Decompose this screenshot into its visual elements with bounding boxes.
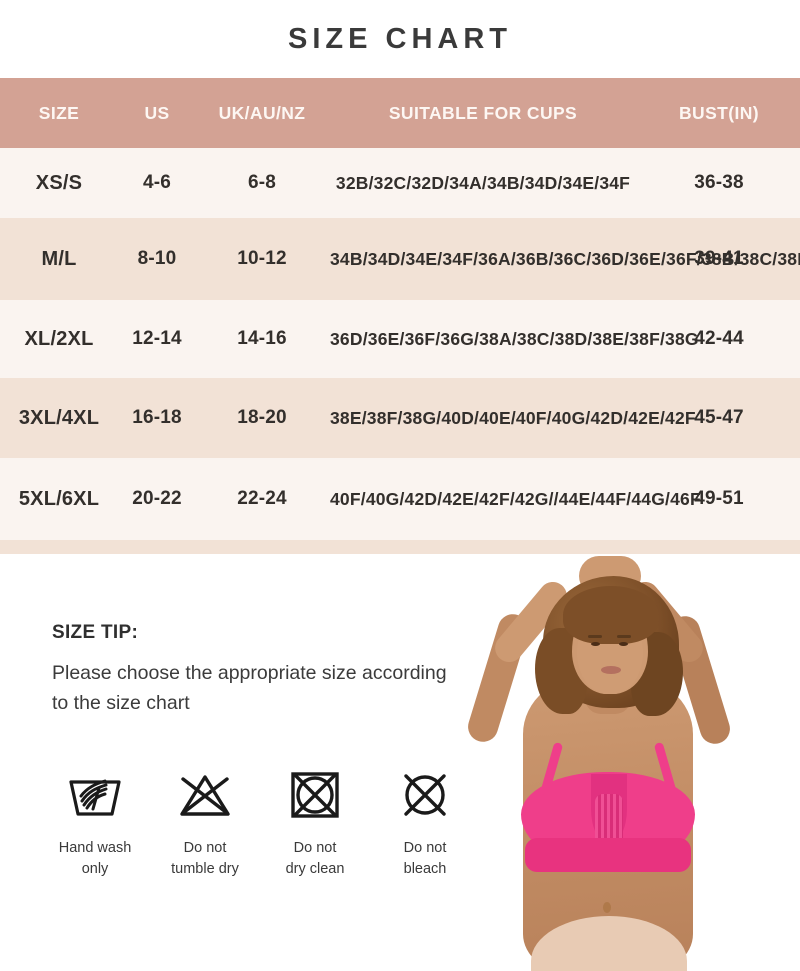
table-row: 5XL/6XL 20-22 22-24 40F/40G/42D/42E/42F/… — [0, 458, 800, 540]
hand-wash-icon — [65, 764, 125, 826]
model-right-brow — [617, 635, 631, 638]
table-header: SIZE US UK/AU/NZ SUITABLE FOR CUPS BUST(… — [0, 78, 800, 148]
cell-bust: 36-38 — [638, 148, 800, 218]
cell-bust: 42-44 — [638, 300, 800, 378]
table-footer-strip — [0, 540, 800, 554]
cell-size: 3XL/4XL — [0, 378, 118, 458]
size-tip-block: SIZE TIP: Please choose the appropriate … — [52, 622, 452, 718]
column-header-bust: BUST(IN) — [638, 78, 800, 148]
no-tumble-dry-icon — [176, 764, 234, 826]
size-tip-text: Please choose the appropriate size accor… — [52, 662, 447, 715]
model-left-brow — [588, 635, 602, 638]
table-row: M/L 8-10 10-12 34B/34D/34E/34F/36A/36B/3… — [0, 218, 800, 300]
cell-bust: 45-47 — [638, 378, 800, 458]
care-item-no-dry-clean: Do not dry clean — [260, 764, 370, 880]
column-header-cups: SUITABLE FOR CUPS — [328, 78, 638, 148]
cell-us: 4-6 — [118, 148, 196, 218]
care-label: Do not dry clean — [285, 840, 345, 878]
care-item-no-bleach: Do not bleach — [370, 764, 480, 880]
cell-uk: 10-12 — [196, 218, 328, 300]
no-bleach-icon — [398, 764, 452, 826]
cell-uk: 22-24 — [196, 458, 328, 540]
size-tip-heading: SIZE TIP: — [52, 622, 139, 643]
cell-cups: 36D/36E/36F/36G/38A/38C/38D/38E/38F/38G — [328, 300, 699, 378]
model-right-eye — [619, 642, 628, 646]
column-header-uk-au-nz: UK/AU/NZ — [196, 78, 328, 148]
column-header-size: SIZE — [0, 78, 118, 148]
cell-cups: 38E/38F/38G/40D/40E/40F/40G/42D/42E/42F — [328, 378, 696, 458]
model-left-eye — [591, 642, 600, 646]
model-hair-front — [563, 586, 659, 644]
cell-size: XS/S — [0, 148, 118, 218]
cell-size: XL/2XL — [0, 300, 118, 378]
cell-uk: 14-16 — [196, 300, 328, 378]
cell-size: M/L — [0, 218, 118, 300]
cell-size: 5XL/6XL — [0, 458, 118, 540]
model-product-photo — [435, 546, 800, 971]
lower-section: SIZE TIP: Please choose the appropriate … — [0, 554, 800, 971]
cell-us: 20-22 — [118, 458, 196, 540]
table-body: XS/S 4-6 6-8 32B/32C/32D/34A/34B/34D/34E… — [0, 148, 800, 540]
page-title: SIZE CHART — [288, 22, 512, 55]
table-row: XL/2XL 12-14 14-16 36D/36E/36F/36G/38A/3… — [0, 300, 800, 378]
table-row: XS/S 4-6 6-8 32B/32C/32D/34A/34B/34D/34E… — [0, 148, 800, 218]
cell-bust: 49-51 — [638, 458, 800, 540]
table-row: 3XL/4XL 16-18 18-20 38E/38F/38G/40D/40E/… — [0, 378, 800, 458]
care-label: Do not bleach — [403, 840, 447, 878]
care-label: Do not tumble dry — [171, 840, 239, 878]
cell-us: 8-10 — [118, 218, 196, 300]
title-bar: SIZE CHART — [0, 0, 800, 78]
cell-cups: 34B/34D/34E/34F/36A/36B/36C/36D/36E/36F/… — [328, 218, 800, 300]
cell-bust: 39-41 — [638, 218, 800, 300]
table-header-row: SIZE US UK/AU/NZ SUITABLE FOR CUPS BUST(… — [0, 78, 800, 148]
care-item-no-tumble-dry: Do not tumble dry — [150, 764, 260, 880]
care-label: Hand wash only — [58, 840, 132, 878]
cell-uk: 6-8 — [196, 148, 328, 218]
column-header-us: US — [118, 78, 196, 148]
cell-cups: 40F/40G/42D/42E/42F/42G//44E/44F/44G/46F — [328, 458, 701, 540]
no-dry-clean-icon — [288, 764, 342, 826]
cell-us: 12-14 — [118, 300, 196, 378]
model-lips — [601, 666, 621, 674]
model-navel — [603, 902, 611, 913]
care-instructions: Hand wash only Do not tumble dry — [40, 764, 480, 880]
cell-us: 16-18 — [118, 378, 196, 458]
size-chart-table: SIZE US UK/AU/NZ SUITABLE FOR CUPS BUST(… — [0, 78, 800, 540]
cell-uk: 18-20 — [196, 378, 328, 458]
cell-cups: 32B/32C/32D/34A/34B/34D/34E/34F — [328, 148, 638, 218]
care-item-hand-wash: Hand wash only — [40, 764, 150, 880]
bra-band — [525, 838, 691, 872]
